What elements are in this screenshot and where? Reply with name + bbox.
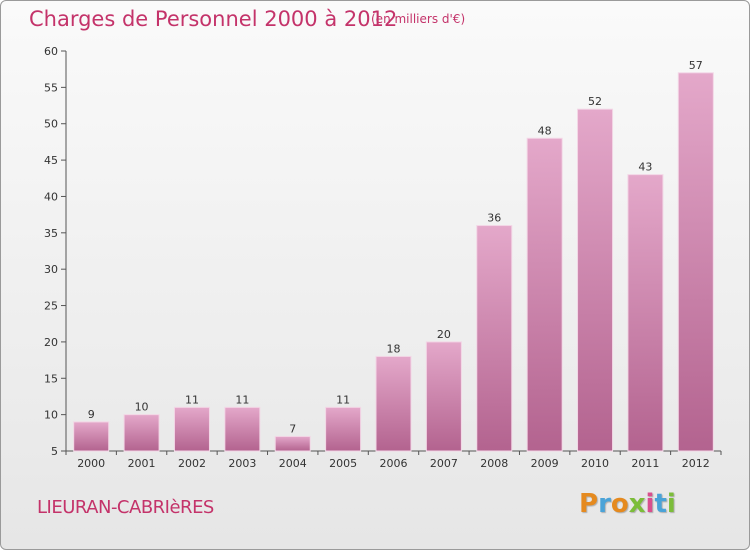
chart-title: Charges de Personnel 2000 à 2012 bbox=[29, 7, 398, 31]
bar-2001 bbox=[123, 414, 160, 452]
commune-name: LIEURAN-CABRIèRES bbox=[37, 497, 214, 518]
y-tick-label: 10 bbox=[44, 409, 58, 422]
logo-letter: i bbox=[645, 489, 655, 519]
logo-letter: x bbox=[628, 489, 646, 519]
bar-2007 bbox=[425, 341, 462, 452]
bar-2003 bbox=[224, 406, 261, 452]
y-tick-label: 60 bbox=[44, 45, 58, 58]
bar-2009 bbox=[526, 137, 563, 452]
chart-bars bbox=[73, 72, 714, 452]
logo-letter: r bbox=[598, 489, 611, 519]
chart-subtitle: (en milliers d'€) bbox=[371, 12, 466, 26]
y-tick-label: 30 bbox=[44, 263, 58, 276]
y-tick-label: 20 bbox=[44, 336, 58, 349]
y-tick-label: 45 bbox=[44, 154, 58, 167]
y-tick-label: 5 bbox=[51, 445, 58, 458]
bar-2011 bbox=[627, 174, 664, 452]
bar-2005 bbox=[325, 406, 362, 452]
x-tick-label-2002: 2002 bbox=[178, 457, 206, 470]
bar-2012 bbox=[677, 72, 714, 452]
bar-2010 bbox=[577, 108, 614, 452]
y-tick-label: 35 bbox=[44, 227, 58, 240]
value-label-2011: 43 bbox=[638, 161, 652, 174]
logo-letter: i bbox=[666, 489, 676, 519]
x-tick-label-2010: 2010 bbox=[581, 457, 609, 470]
value-label-2000: 9 bbox=[88, 408, 95, 421]
bar-2002 bbox=[173, 406, 210, 452]
logo-letter: t bbox=[654, 489, 667, 519]
value-label-2010: 52 bbox=[588, 95, 602, 108]
x-tick-label-2003: 2003 bbox=[228, 457, 256, 470]
y-tick-label: 15 bbox=[44, 372, 58, 385]
value-label-2009: 48 bbox=[538, 124, 552, 137]
value-label-2003: 11 bbox=[235, 393, 249, 406]
value-label-2002: 11 bbox=[185, 393, 199, 406]
x-tick-label-2011: 2011 bbox=[631, 457, 659, 470]
logo-letter: P bbox=[579, 489, 599, 519]
x-tick-label-2004: 2004 bbox=[279, 457, 307, 470]
x-tick-label-2001: 2001 bbox=[128, 457, 156, 470]
x-tick-label-2006: 2006 bbox=[380, 457, 408, 470]
x-tick-label-2007: 2007 bbox=[430, 457, 458, 470]
y-tick-label: 55 bbox=[44, 81, 58, 94]
x-tick-label-2008: 2008 bbox=[480, 457, 508, 470]
value-label-2008: 36 bbox=[487, 212, 501, 225]
value-label-2012: 57 bbox=[689, 59, 703, 72]
value-label-2001: 10 bbox=[135, 401, 149, 414]
bar-2004 bbox=[274, 435, 311, 452]
logo-letter: o bbox=[610, 489, 629, 519]
proxiti-logo[interactable]: Proxiti bbox=[579, 489, 676, 519]
value-label-2006: 18 bbox=[387, 342, 401, 355]
y-tick-label: 50 bbox=[44, 118, 58, 131]
y-tick-label: 25 bbox=[44, 300, 58, 313]
value-label-2004: 7 bbox=[289, 422, 296, 435]
value-label-2005: 11 bbox=[336, 393, 350, 406]
bar-2006 bbox=[375, 355, 412, 452]
x-tick-label-2005: 2005 bbox=[329, 457, 357, 470]
value-label-2007: 20 bbox=[437, 328, 451, 341]
x-tick-label-2009: 2009 bbox=[531, 457, 559, 470]
bar-2000 bbox=[73, 421, 110, 452]
x-tick-label-2012: 2012 bbox=[682, 457, 710, 470]
y-tick-label: 40 bbox=[44, 190, 58, 203]
chart-labels: 9 2000 10 2001 11 2002 11 2003 7 2004 11 2005 18 2006… bbox=[77, 59, 710, 470]
x-tick-label-2000: 2000 bbox=[77, 457, 105, 470]
bar-2008 bbox=[476, 225, 513, 452]
